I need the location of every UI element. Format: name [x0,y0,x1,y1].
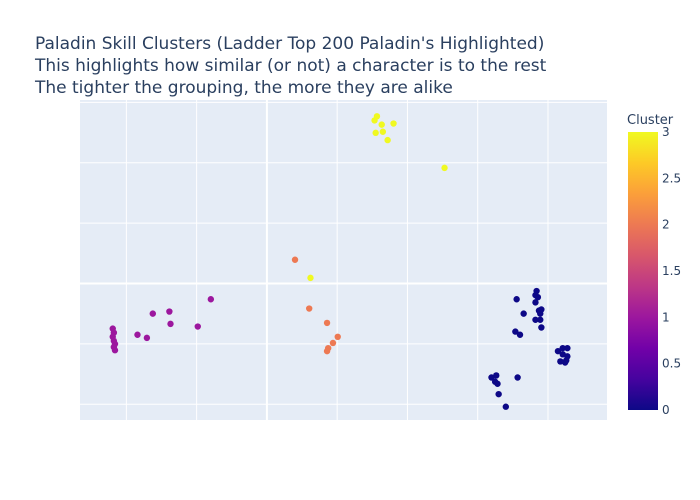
data-point [134,331,141,338]
data-point [513,296,520,303]
y-gridlines [80,101,607,405]
data-point [564,344,571,352]
data-point [379,128,387,135]
data-point [512,328,519,335]
data-point [538,324,545,331]
data-point [306,305,313,312]
data-point [488,374,495,381]
data-point [329,339,337,347]
data-point [167,320,174,328]
colorbar-tick-label: 2 [662,218,670,232]
data-point [520,310,527,317]
data-point [559,344,566,352]
data-point [143,334,151,342]
data-point [378,121,385,128]
data-point [384,136,391,144]
data-point [149,310,156,317]
data-point [493,372,500,379]
plot-area [80,100,607,420]
data-point [166,308,173,315]
colorbar-tick-label: 0.5 [662,357,681,371]
data-point [502,403,510,410]
data-point [537,316,544,323]
colorbar-gradient [628,132,658,410]
data-point [323,319,331,327]
data-point [533,287,540,295]
colorbar-tick-label: 1.5 [662,264,681,278]
data-point [291,256,299,263]
data-point [516,331,524,338]
data-point [207,296,215,303]
data-point [307,274,314,282]
colorbar-tick-label: 2.5 [662,171,681,185]
data-point [494,380,501,387]
colorbar-tick-label: 1 [662,310,670,324]
data-point [323,347,331,355]
colorbar-tick-label: 0 [662,403,670,417]
chart-title-line-1: Paladin Skill Clusters (Ladder Top 200 P… [35,34,545,54]
x-gridlines [125,100,549,420]
data-point [441,164,448,172]
data-point [495,390,502,398]
data-point [534,293,542,301]
data-point [194,323,201,330]
data-point [557,358,564,365]
data-point [514,374,521,381]
chart-title-line-3: The tighter the grouping, the more they … [35,78,453,98]
chart-title-line-2: This highlights how similar (or not) a c… [35,56,547,76]
data-point [532,299,539,306]
data-point [554,347,562,355]
data-points [109,113,571,410]
data-point [532,316,539,323]
colorbar-ticks: 0 0.5 1 1.5 2 2.5 3 [662,125,681,417]
data-point [563,357,570,364]
data-point [111,347,119,354]
data-point [373,113,381,120]
data-point [390,120,397,127]
colorbar-tick-label: 3 [662,125,670,139]
chart-title: Paladin Skill Clusters (Ladder Top 200 P… [35,33,546,99]
data-point [538,306,545,313]
data-point [334,333,341,340]
colorbar-title: Cluster [627,113,674,128]
data-point [372,129,379,137]
colorbar: Cluster 0 0.5 1 1.5 2 2.5 3 [627,113,681,417]
